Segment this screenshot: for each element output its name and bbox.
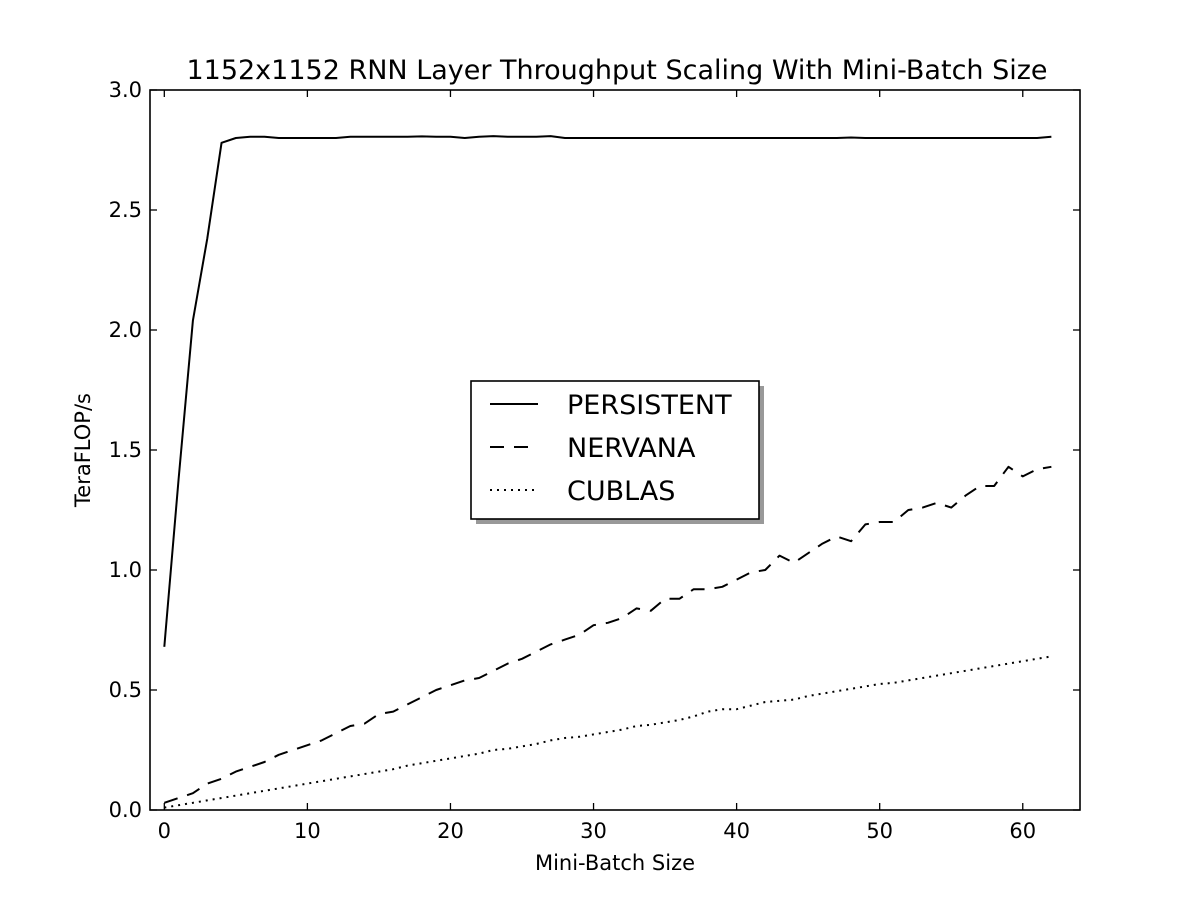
x-tick-label: 0 [158,819,171,843]
y-tick-label: 2.5 [109,198,142,222]
y-tick-label: 3.0 [109,78,142,102]
x-tick-label: 50 [866,819,893,843]
y-tick-label: 0.5 [109,678,142,702]
x-tick-label: 10 [294,819,321,843]
x-axis-title: Mini-Batch Size [535,851,695,875]
series-line-nervana [163,465,1052,804]
legend-label-nervana: NERVANA [567,433,696,464]
legend-items: PERSISTENT NERVANA CUBLAS [490,390,732,507]
y-tick-label: 1.5 [109,438,142,462]
series-line-persistent [163,135,1052,647]
y-tick-label: 1.0 [109,558,142,582]
legend-label-cublas: CUBLAS [567,476,675,507]
chart-title: 1152x1152 RNN Layer Throughput Scaling W… [186,55,1047,86]
y-tick-label: 0.0 [109,798,142,822]
y-tick-label: 2.0 [109,318,142,342]
legend: PERSISTENT NERVANA CUBLAS [470,380,764,524]
ticks-layer: 0 10 20 30 40 50 60 0.0 0.5 1.0 1.5 2.0 2.5 3.0 [109,78,1080,843]
y-axis-title: TeraFLOP/s [71,393,95,508]
x-tick-label: 20 [437,819,464,843]
x-tick-label: 30 [580,819,607,843]
series-layer [163,135,1052,809]
x-tick-label: 40 [723,819,750,843]
x-tick-label: 60 [1009,819,1036,843]
legend-label-persistent: PERSISTENT [567,390,732,421]
